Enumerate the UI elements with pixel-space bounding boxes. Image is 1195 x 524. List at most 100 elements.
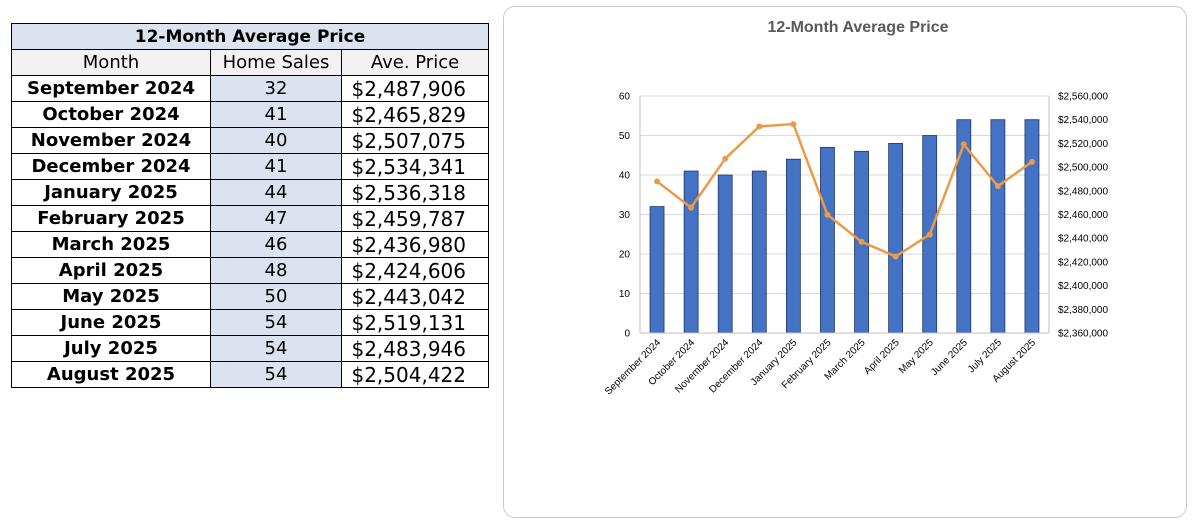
y-tick-label: 60	[619, 92, 631, 103]
combo-chart: 12-Month Average Price 0 10 20 30 40 50 60 $2,3…	[603, 19, 1108, 397]
home-sales-bar	[683, 170, 699, 334]
home-sales-bar	[751, 170, 767, 334]
y2-tick-label: $2,360,000	[1058, 329, 1108, 340]
ave-price-cell: $2,504,422	[341, 361, 489, 388]
table-row: December 2024 41 $2,534,341	[11, 153, 489, 180]
home-sales-cell: 40	[210, 127, 342, 154]
month-cell: April 2025	[11, 257, 211, 284]
table-row: April 2025 48 $2,424,606	[11, 257, 489, 284]
home-sales-bar	[649, 206, 665, 334]
ave-price-cell: $2,443,042	[341, 283, 489, 310]
ave-price-cell: $2,459,787	[341, 205, 489, 232]
ave-price-line	[656, 122, 1033, 258]
home-sales-bar	[990, 119, 1006, 334]
month-cell: March 2025	[11, 231, 211, 258]
ave-price-point	[926, 231, 933, 238]
home-sales-cell: 44	[210, 179, 342, 206]
home-sales-bar	[717, 174, 733, 334]
y2-tick-label: $2,560,000	[1058, 92, 1108, 103]
ave-price-cell: $2,483,946	[341, 335, 489, 362]
table-row: August 2025 54 $2,504,422	[11, 361, 489, 388]
month-cell: February 2025	[11, 205, 211, 232]
table-row: July 2025 54 $2,483,946	[11, 335, 489, 362]
ave-price-point	[722, 155, 729, 162]
month-cell: July 2025	[11, 335, 211, 362]
table-title: 12-Month Average Price	[11, 23, 489, 50]
y2-tick-label: $2,380,000	[1058, 305, 1108, 316]
y-tick-label: 40	[619, 171, 631, 182]
y2-tick-label: $2,400,000	[1058, 281, 1108, 292]
x-tick-label: April 2025	[862, 337, 902, 377]
y2-tick-label: $2,460,000	[1058, 210, 1108, 221]
ave-price-cell: $2,487,906	[341, 75, 489, 102]
table-body: September 2024 32 $2,487,906 October 2024 41…	[11, 75, 489, 388]
x-tick-label: June 2025	[929, 337, 970, 378]
month-cell: May 2025	[11, 283, 211, 310]
ave-price-cell: $2,536,318	[341, 179, 489, 206]
header-row: Month Home Sales Ave. Price	[11, 49, 489, 76]
y2-tick-label: $2,540,000	[1058, 115, 1108, 126]
header-month: Month	[11, 49, 211, 76]
month-cell: September 2024	[11, 75, 211, 102]
header-ave-price: Ave. Price	[341, 49, 489, 76]
table-row: November 2024 40 $2,507,075	[11, 127, 489, 154]
y-tick-label: 10	[619, 289, 631, 300]
ave-price-point	[790, 121, 797, 128]
chart-title: 12-Month Average Price	[767, 19, 948, 36]
header-home-sales: Home Sales	[210, 49, 342, 76]
table-row: January 2025 44 $2,536,318	[11, 179, 489, 206]
home-sales-cell: 46	[210, 231, 342, 258]
ave-price-point	[654, 178, 661, 185]
home-sales-bar	[888, 142, 904, 334]
ave-price-point	[994, 183, 1001, 190]
home-sales-cell: 54	[210, 361, 342, 388]
month-cell: June 2025	[11, 309, 211, 336]
home-sales-bar	[785, 158, 801, 334]
ave-price-cell: $2,534,341	[341, 153, 489, 180]
y2-tick-label: $2,500,000	[1058, 163, 1108, 174]
y2-tick-label: $2,440,000	[1058, 234, 1108, 245]
ave-price-cell: $2,519,131	[341, 309, 489, 336]
ave-price-point	[688, 204, 695, 211]
home-sales-cell: 54	[210, 309, 342, 336]
ave-price-cell: $2,424,606	[341, 257, 489, 284]
ave-price-cell: $2,465,829	[341, 101, 489, 128]
table-row: October 2024 41 $2,465,829	[11, 101, 489, 128]
grid-layer	[640, 95, 1049, 334]
y-tick-label: 50	[619, 131, 631, 142]
home-sales-bar	[1024, 119, 1040, 334]
chart-panel: 12-Month Average Price 0 10 20 30 40 50 60 $2,3…	[503, 6, 1187, 518]
home-sales-cell: 41	[210, 101, 342, 128]
y2-tick-label: $2,480,000	[1058, 186, 1108, 197]
ave-price-point	[858, 238, 865, 245]
table-row: March 2025 46 $2,436,980	[11, 231, 489, 258]
home-sales-cell: 41	[210, 153, 342, 180]
month-cell: November 2024	[11, 127, 211, 154]
y-tick-label: 30	[619, 210, 631, 221]
home-sales-bar	[820, 146, 835, 334]
bar-layer	[649, 119, 1040, 334]
y-tick-label: 20	[619, 250, 631, 261]
table-row: June 2025 54 $2,519,131	[11, 309, 489, 336]
ave-price-cell: $2,436,980	[341, 231, 489, 258]
price-table: 12-Month Average Price Month Home Sales …	[11, 23, 489, 388]
table-row: February 2025 47 $2,459,787	[11, 205, 489, 232]
month-cell: December 2024	[11, 153, 211, 180]
y-tick-label: 0	[624, 329, 630, 340]
ave-price-point	[960, 141, 967, 148]
x-tick-label: September 2024	[603, 337, 663, 397]
ave-price-point	[824, 211, 831, 218]
table-row: May 2025 50 $2,443,042	[11, 283, 489, 310]
home-sales-cell: 50	[210, 283, 342, 310]
y2-tick-label: $2,520,000	[1058, 139, 1108, 150]
ave-price-point	[892, 253, 899, 260]
y2-tick-label: $2,420,000	[1058, 257, 1108, 268]
home-sales-cell: 48	[210, 257, 342, 284]
ave-price-point	[756, 123, 763, 130]
home-sales-cell: 47	[210, 205, 342, 232]
line-layer	[654, 121, 1035, 260]
ave-price-cell: $2,507,075	[341, 127, 489, 154]
ave-price-point	[1028, 158, 1035, 165]
month-cell: October 2024	[11, 101, 211, 128]
home-sales-cell: 54	[210, 335, 342, 362]
